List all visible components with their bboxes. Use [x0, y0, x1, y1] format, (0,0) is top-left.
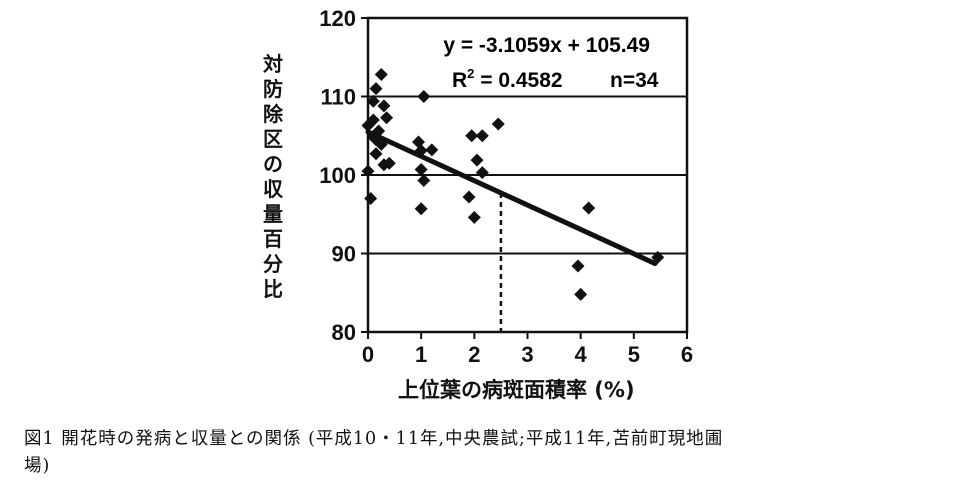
- figure-caption: 図1 開花時の発病と収量との関係 (平成10・11年,中央農試;平成11年,苫前…: [24, 426, 954, 480]
- data-point-19: [414, 144, 428, 158]
- data-point-26: [491, 117, 505, 131]
- y-tick-label-90: 90: [332, 242, 356, 267]
- data-point-20: [425, 143, 439, 157]
- data-point-17: [417, 90, 431, 103]
- data-point-31: [582, 201, 596, 215]
- data-point-12: [369, 147, 383, 161]
- data-point-34: [651, 250, 665, 264]
- caption-line-2: 場): [24, 456, 51, 476]
- y-tick-label-100: 100: [319, 163, 356, 188]
- x-tick-label-2: 2: [468, 342, 480, 367]
- data-point-25: [475, 129, 489, 143]
- data-point-16: [364, 192, 378, 206]
- grid-lines: [368, 95, 687, 255]
- x-tick-label-1: 1: [415, 342, 427, 367]
- x-tick-label-4: 4: [575, 342, 588, 367]
- data-point-4: [377, 99, 391, 113]
- axis-ticks: 80 90 100 110 120 0 1 2 3 4 5 6: [319, 6, 693, 367]
- x-tick-label-5: 5: [628, 342, 640, 367]
- annotations: y = -3.1059x + 105.49 R2 = 0.4582 n=34: [443, 34, 658, 92]
- y-axis-label: 対防除区の収量百分比: [263, 52, 283, 301]
- caption-line-1: 図1 開花時の発病と収量との関係 (平成10・11年,中央農試;平成11年,苫前…: [24, 429, 724, 449]
- data-point-14: [382, 156, 396, 170]
- data-point-7: [361, 119, 375, 133]
- data-point-1: [374, 68, 388, 82]
- r-squared: R2 = 0.4582: [452, 66, 563, 92]
- data-point-24: [465, 129, 479, 143]
- r2-exponent: 2: [467, 66, 474, 81]
- data-point-33: [574, 287, 588, 301]
- x-tick-label-0: 0: [362, 342, 374, 367]
- data-point-2: [369, 82, 383, 96]
- y-tick-label-120: 120: [319, 6, 356, 31]
- x-tick-label-3: 3: [521, 342, 533, 367]
- y-tick-label-80: 80: [332, 320, 356, 345]
- data-point-11: [374, 137, 388, 151]
- data-point-15: [361, 164, 375, 178]
- data-point-22: [417, 173, 431, 187]
- data-point-23: [414, 202, 428, 216]
- y-tick-label-110: 110: [321, 85, 357, 110]
- regression-line: [365, 129, 658, 267]
- sample-size: n=34: [610, 69, 659, 92]
- x-axis-label: 上位葉の病斑面積率 (%): [398, 378, 635, 402]
- data-point-32: [571, 259, 585, 273]
- data-point-21: [414, 163, 428, 177]
- x-tick-label-6: 6: [681, 342, 693, 367]
- r2-value: = 0.4582: [474, 69, 562, 92]
- data-point-5: [380, 111, 394, 125]
- data-point-29: [462, 190, 476, 204]
- data-point-28: [475, 166, 489, 180]
- data-point-3: [366, 94, 380, 108]
- data-point-30: [467, 210, 481, 224]
- regression-equation: y = -3.1059x + 105.49: [443, 34, 650, 57]
- data-points: [361, 68, 665, 301]
- trend-layer: [365, 129, 658, 332]
- data-point-27: [470, 153, 484, 167]
- r2-symbol: R: [452, 69, 467, 92]
